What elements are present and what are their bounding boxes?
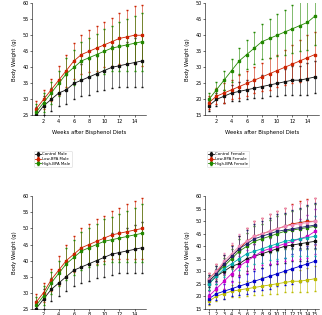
Y-axis label: Body Weight (g): Body Weight (g) (185, 38, 190, 81)
X-axis label: Weeks after Bisphenol Diets: Weeks after Bisphenol Diets (52, 129, 126, 135)
Legend: Control Male, Low-BPA Male, High-BPA Male: Control Male, Low-BPA Male, High-BPA Mal… (34, 151, 71, 167)
Legend: Control Female, Low-BPA Female, High-BPA Female: Control Female, Low-BPA Female, High-BPA… (207, 151, 249, 167)
Y-axis label: Body Weight (g): Body Weight (g) (12, 38, 17, 81)
X-axis label: Weeks after Bisphenol Diets: Weeks after Bisphenol Diets (225, 129, 299, 135)
Y-axis label: Body Weight (g): Body Weight (g) (12, 231, 17, 274)
Y-axis label: Body Weight (g): Body Weight (g) (185, 231, 190, 274)
